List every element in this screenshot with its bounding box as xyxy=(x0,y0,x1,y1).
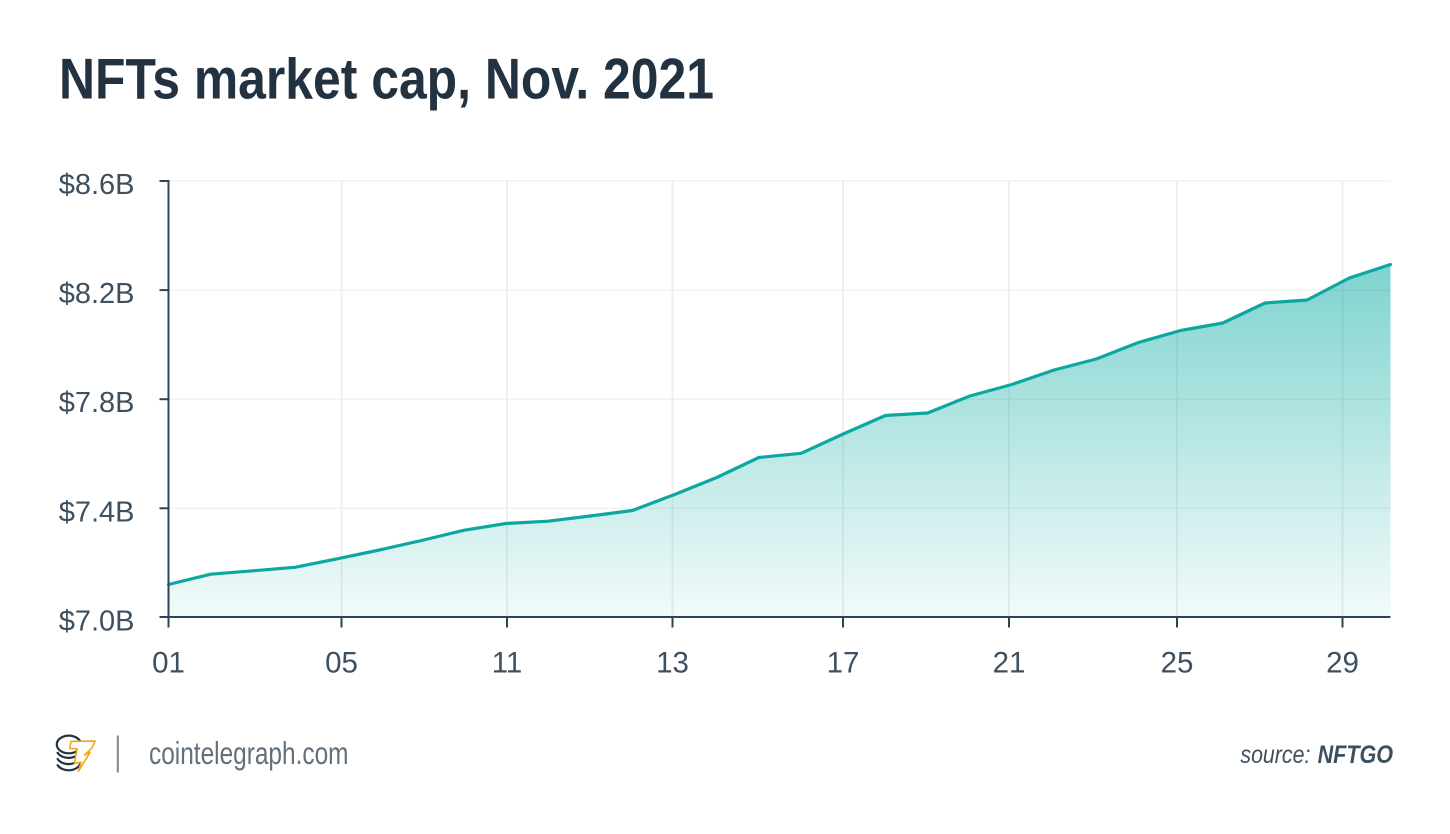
svg-text:29: 29 xyxy=(1326,647,1359,680)
svg-text:$7.0B: $7.0B xyxy=(59,605,135,637)
svg-text:NFTGO: NFTGO xyxy=(1318,741,1394,769)
svg-text:13: 13 xyxy=(656,647,689,680)
svg-text:$7.4B: $7.4B xyxy=(59,496,135,528)
svg-text:05: 05 xyxy=(325,647,358,680)
svg-text:01: 01 xyxy=(152,647,185,680)
svg-text:$7.8B: $7.8B xyxy=(59,387,135,419)
svg-text:25: 25 xyxy=(1161,647,1194,680)
svg-text:21: 21 xyxy=(993,647,1026,680)
svg-text:11: 11 xyxy=(492,647,523,680)
svg-text:17: 17 xyxy=(827,647,860,680)
svg-text:NFTs market cap, Nov. 2021: NFTs market cap, Nov. 2021 xyxy=(59,48,714,112)
svg-text:$8.6B: $8.6B xyxy=(59,169,135,201)
svg-text:source:: source: xyxy=(1240,741,1310,769)
svg-text:$8.2B: $8.2B xyxy=(59,278,135,310)
svg-text:cointelegraph.com: cointelegraph.com xyxy=(149,735,349,771)
